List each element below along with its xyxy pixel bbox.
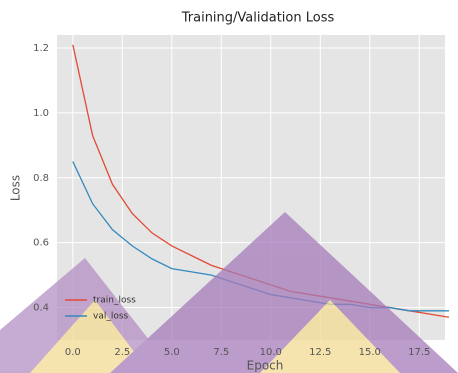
chart: Training/Validation Loss 0.4 0.6 0.8 1.0 1.2…: [0, 0, 458, 373]
chart-title: Training/Validation Loss: [181, 11, 335, 26]
x-tick-label: 15.0: [359, 347, 381, 358]
y-tick-label: 0.8: [33, 173, 49, 184]
y-axis-label: Loss: [9, 175, 23, 201]
y-tick-label: 0.4: [33, 303, 49, 314]
y-tick-label: 1.2: [33, 43, 49, 54]
x-tick-label: 0.0: [65, 347, 81, 358]
x-tick-label: 7.5: [213, 347, 229, 358]
x-tick-label: 17.5: [408, 347, 430, 358]
x-axis-label: Epoch: [247, 359, 284, 373]
legend-label: train_loss: [93, 296, 136, 306]
x-tick-label: 5.0: [164, 347, 180, 358]
x-tick-label: 2.5: [114, 347, 130, 358]
x-tick-label: 12.5: [309, 347, 331, 358]
legend-label: val_loss: [93, 312, 129, 322]
y-tick-label: 1.0: [33, 108, 49, 119]
y-tick-label: 0.6: [33, 238, 49, 249]
x-tick-label: 10.0: [260, 347, 282, 358]
